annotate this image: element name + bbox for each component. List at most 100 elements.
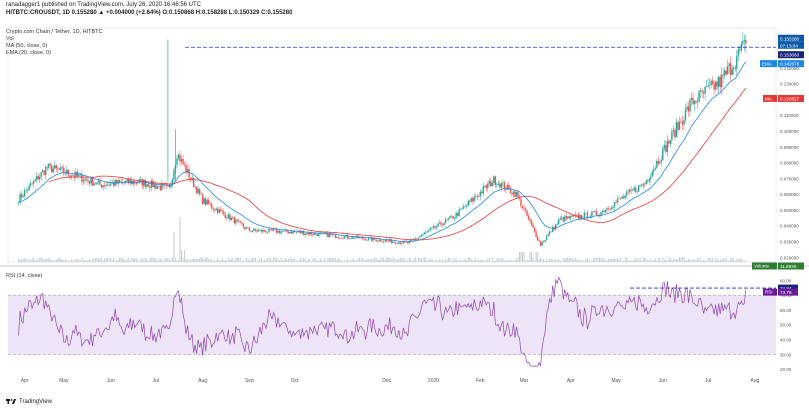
candle-body bbox=[38, 176, 41, 180]
volume-bar bbox=[61, 259, 63, 262]
price-tick-label: 0.130000 bbox=[780, 82, 799, 87]
candle-body bbox=[443, 223, 445, 226]
candle-body bbox=[414, 238, 417, 240]
volume-bar bbox=[443, 260, 445, 262]
volume-bar bbox=[457, 260, 459, 262]
candle-body bbox=[452, 216, 454, 219]
volume-bar bbox=[698, 257, 700, 262]
volume-bar bbox=[208, 258, 210, 262]
volume-bar bbox=[417, 257, 419, 262]
volume-bar bbox=[381, 258, 383, 262]
candle-body bbox=[295, 231, 297, 233]
rsi-indicator-label[interactable]: RSI (14, close) bbox=[6, 273, 43, 279]
candle-body bbox=[378, 239, 380, 242]
candle-body bbox=[220, 209, 222, 211]
candle-body bbox=[707, 85, 709, 87]
volume-bar bbox=[85, 260, 87, 262]
volume-bar bbox=[36, 259, 38, 262]
volume-bar bbox=[123, 258, 125, 262]
candle-body bbox=[595, 211, 598, 215]
volume-bar bbox=[322, 260, 324, 262]
candle-body bbox=[155, 184, 157, 189]
countdown-tag-bg bbox=[778, 41, 804, 49]
volume-bar bbox=[431, 258, 433, 262]
volume-bar bbox=[630, 260, 632, 262]
volume-bar bbox=[70, 259, 72, 262]
volume-bar bbox=[307, 259, 309, 262]
candle-body bbox=[150, 180, 153, 188]
volume-bar bbox=[568, 258, 570, 262]
volume-bar bbox=[597, 257, 599, 262]
candle-body bbox=[40, 172, 42, 177]
candle-body bbox=[352, 236, 355, 239]
volume-bar bbox=[31, 258, 33, 262]
volume-bar bbox=[440, 259, 442, 262]
volume-bar bbox=[242, 260, 244, 262]
volume-bar bbox=[93, 258, 95, 262]
volume-bar bbox=[33, 257, 35, 262]
candle-body bbox=[117, 180, 119, 184]
volume-bar bbox=[534, 260, 536, 262]
volume-bar bbox=[205, 257, 207, 262]
candle-body bbox=[698, 91, 700, 102]
vol-indicator-label[interactable]: Vol bbox=[6, 36, 14, 42]
candle-body bbox=[550, 231, 552, 233]
volume-bar bbox=[452, 259, 454, 262]
volume-bar bbox=[337, 258, 339, 262]
volume-bar bbox=[558, 258, 560, 262]
volume-bar bbox=[108, 258, 110, 262]
candle-body bbox=[112, 182, 115, 186]
time-tick-label: Apr bbox=[567, 378, 575, 384]
candle-body bbox=[84, 178, 86, 181]
volume-bar bbox=[546, 258, 548, 262]
time-tick-label: Jul bbox=[705, 378, 711, 384]
candle-body bbox=[556, 223, 558, 225]
volume-bar bbox=[164, 257, 166, 262]
volume-bar bbox=[740, 258, 742, 262]
candle-body bbox=[485, 185, 488, 189]
volume-bar bbox=[110, 257, 112, 262]
volume-bar bbox=[472, 260, 474, 262]
volume-bar bbox=[365, 259, 367, 262]
volume-bar bbox=[730, 257, 732, 262]
candle-body bbox=[619, 198, 622, 200]
volume-bar bbox=[72, 259, 74, 262]
candle-body bbox=[702, 92, 705, 94]
volume-bar bbox=[128, 257, 130, 262]
ema-indicator-label[interactable]: EMA (20, close, 0) bbox=[6, 50, 51, 56]
volume-badge-label: Volume bbox=[754, 264, 770, 269]
candle-body bbox=[286, 229, 288, 232]
volume-bar bbox=[703, 260, 705, 262]
ma-badge-bg bbox=[763, 94, 777, 102]
volume-bar bbox=[137, 259, 139, 262]
candle-body bbox=[641, 184, 643, 186]
volume-bar bbox=[692, 258, 694, 262]
candle-body bbox=[300, 231, 302, 234]
candle-body bbox=[230, 217, 233, 220]
volume-bar bbox=[300, 257, 302, 262]
volume-bar bbox=[467, 257, 469, 262]
candle-body bbox=[506, 184, 509, 190]
candle-body bbox=[740, 43, 742, 51]
candle-body bbox=[372, 237, 374, 241]
volume-bar bbox=[611, 258, 613, 262]
volume-bar bbox=[550, 259, 552, 262]
volume-bar bbox=[733, 258, 735, 262]
candle-body bbox=[336, 237, 338, 239]
candle-body bbox=[616, 198, 619, 203]
candle-body bbox=[262, 229, 264, 232]
volume-bar bbox=[226, 260, 228, 262]
candle-body bbox=[81, 174, 83, 182]
volume-bar bbox=[371, 259, 373, 262]
candle-body bbox=[387, 240, 389, 242]
volume-bar bbox=[188, 260, 190, 262]
volume-bar bbox=[79, 260, 81, 262]
candle-body bbox=[690, 97, 693, 100]
ma-indicator-label[interactable]: MA (50, close, 0) bbox=[6, 43, 48, 49]
volume-bar bbox=[426, 260, 428, 262]
volume-bar bbox=[380, 257, 382, 262]
tradingview-logo: TradingView bbox=[6, 398, 52, 405]
candle-body bbox=[263, 229, 266, 232]
volume-bar bbox=[264, 259, 266, 262]
